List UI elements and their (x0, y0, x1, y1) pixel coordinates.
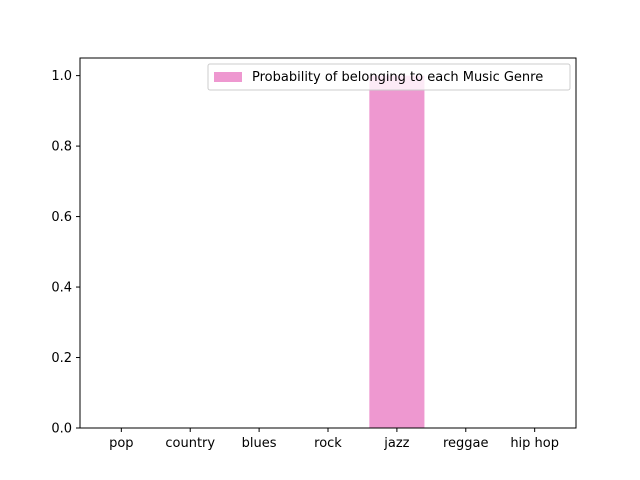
x-tick-label: blues (242, 436, 277, 451)
legend-label: Probability of belonging to each Music G… (252, 70, 543, 85)
x-tick-label: reggae (443, 436, 489, 451)
bar-jazz (369, 75, 425, 429)
y-axis: 0.0 0.2 0.4 0.6 0.8 1.0 (51, 69, 80, 437)
x-axis: pop country blues rock jazz reggae hip hop (109, 428, 559, 451)
legend-frame (207, 63, 571, 91)
x-tick-label: country (165, 436, 215, 451)
y-tick-label: 1.0 (51, 69, 72, 84)
axes-frame (79, 57, 577, 429)
x-tick-label: jazz (383, 436, 409, 451)
legend-swatch (214, 72, 242, 82)
x-tick-label: rock (314, 436, 342, 451)
y-tick-label: 0.8 (51, 140, 72, 155)
bars-layer (369, 75, 425, 429)
legend: Probability of belonging to each Music G… (207, 63, 571, 91)
y-tick-label: 0.2 (51, 351, 72, 366)
x-tick-label: pop (109, 436, 133, 451)
y-tick-label: 0.4 (51, 281, 72, 296)
y-tick-label: 0.0 (51, 422, 72, 437)
y-tick-label: 0.6 (51, 210, 72, 225)
x-tick-label: hip hop (510, 436, 559, 451)
